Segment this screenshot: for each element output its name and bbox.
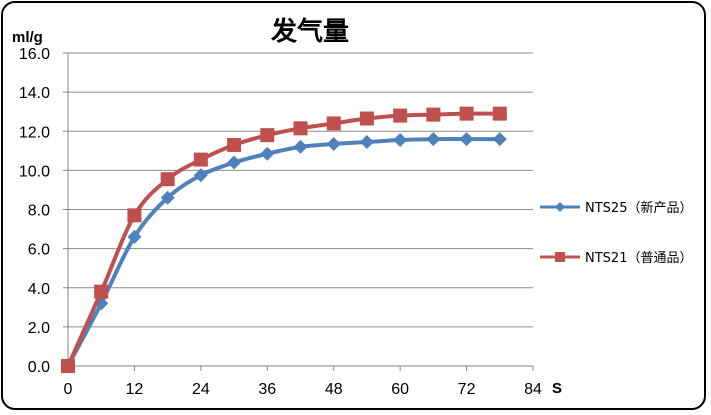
data-point [61,359,75,373]
x-tick-labels: 0 12 24 36 48 60 72 84 [64,381,542,398]
data-point [293,121,308,136]
data-point [193,152,208,167]
x-tick-label: 72 [458,381,476,398]
x-tick-label: 24 [192,381,210,398]
data-point [492,106,507,121]
data-point [260,128,275,143]
series-diamond [61,132,507,373]
data-point [160,172,175,187]
data-point [127,208,142,223]
data-point [94,284,109,299]
series-line [66,137,500,367]
legend-marker [555,202,565,212]
data-point [359,135,374,150]
x-tick-label: 48 [325,381,343,398]
data-point [227,137,242,152]
y-axis-label: ml/g [12,29,43,46]
series-layer [61,106,507,373]
data-point [393,108,408,123]
legend-label: NTS21（普通品） [585,251,692,266]
y-tick-label: 2.0 [28,320,50,337]
data-point [492,132,507,147]
x-tick-label: 0 [64,381,73,398]
legend-item: NTS25（新产品） [540,200,692,216]
data-point [160,190,175,205]
data-point [426,107,441,122]
data-point [260,146,275,161]
data-point [359,111,374,126]
x-tick-label: 12 [126,381,144,398]
y-tick-label: 0.0 [28,359,50,376]
chart-frame [1,1,706,410]
y-tick-label: 16.0 [19,46,50,63]
y-tick-label: 14.0 [19,85,50,102]
data-point [227,155,242,170]
data-point [459,132,474,147]
data-point [293,139,308,154]
y-tick-label: 8.0 [28,203,50,220]
data-point [459,106,474,121]
chart-title: 发气量 [270,16,349,47]
legend-marker [555,252,565,262]
legend-label: NTS25（新产品） [585,200,692,216]
y-tick-label: 10.0 [19,163,50,180]
legend-item: NTS21（普通品） [540,251,692,266]
y-tick-labels: 0.0 2.0 4.0 6.0 8.0 10.0 12.0 14.0 16.0 [19,46,50,376]
y-tick-label: 6.0 [28,242,50,259]
x-tick-label: 84 [524,381,542,398]
legend: NTS25（新产品） NTS21（普通品） [540,200,692,266]
data-point [393,133,408,148]
data-point [127,229,142,244]
x-axis-label: S [552,380,562,397]
gridlines [68,52,533,328]
y-tick-label: 4.0 [28,281,50,298]
x-tick-label: 36 [258,381,276,398]
data-point [426,132,441,147]
data-point [193,168,208,183]
x-tick-label: 60 [391,381,409,398]
y-tick-label: 12.0 [19,124,50,141]
data-point [326,116,341,131]
series-square [61,106,507,373]
data-point [326,136,341,151]
